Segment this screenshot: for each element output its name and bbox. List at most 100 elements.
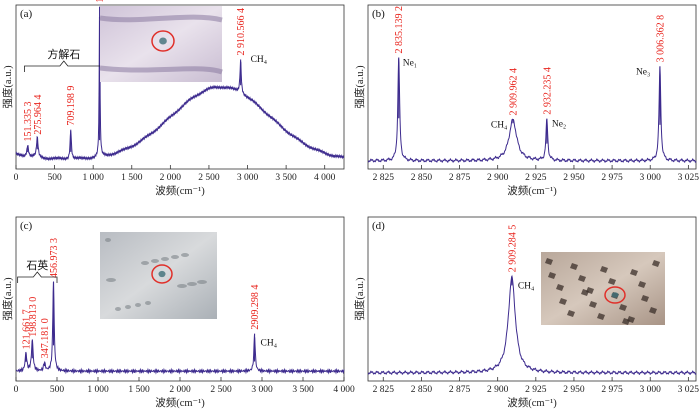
inclusion-spot — [135, 303, 141, 307]
micrograph — [100, 232, 217, 319]
highlight-circle — [604, 286, 626, 304]
x-tick-label: 2 825 — [373, 385, 395, 395]
peak-label: 1 083.086 1 — [95, 0, 106, 3]
inclusion-spot — [559, 298, 567, 305]
x-tick-label: 1 000 — [82, 173, 104, 183]
peak-tag: Ne₁ — [403, 58, 417, 68]
x-tick-label: 2 975 — [601, 385, 623, 395]
x-tick-label: 0 — [14, 385, 19, 395]
plot-frame — [367, 4, 697, 170]
inclusion-spot — [106, 278, 116, 282]
inclusion-spot — [548, 272, 556, 279]
x-tick-label: 2 925 — [525, 173, 547, 183]
peak-tag: Ne₃ — [636, 67, 650, 77]
inclusion-target — [158, 270, 166, 278]
peak-label: 2 909.962 4 — [508, 68, 519, 116]
peak-tag: Ne₂ — [552, 120, 566, 130]
panel-1: 2 825 2 850 2 875 2 900 2 925 2 950 2 975 3 000… — [353, 4, 700, 197]
x-tick-label: 2 500 — [210, 385, 232, 395]
mineral-label: 方解石 — [47, 47, 80, 61]
peak-label: 709.198 9 — [66, 86, 77, 126]
x-axis-title: 波频(cm⁻¹) — [155, 396, 205, 409]
inset-a — [99, 6, 223, 82]
peak-tag: CH₄ — [261, 339, 278, 349]
inclusion-spot — [171, 255, 179, 259]
inclusion-spot — [649, 307, 657, 314]
x-tick-label: 2 975 — [601, 173, 623, 183]
x-tick-label: 3 025 — [678, 173, 700, 183]
peak-label: 456.973 3 — [49, 238, 60, 278]
y-axis-title: 强度(a.u.) — [1, 277, 14, 321]
inclusion-spot — [641, 295, 649, 302]
x-tick-label: 3 000 — [640, 173, 662, 183]
peak-label: 275.964 4 — [33, 95, 44, 135]
panel-label: (c) — [20, 220, 33, 232]
y-axis-title: 强度(a.u.) — [353, 277, 366, 321]
mineral-band — [99, 14, 223, 23]
x-tick-label: 2 000 — [169, 385, 191, 395]
y-axis-title: 强度(a.u.) — [1, 65, 14, 109]
x-tick-label: 1 500 — [121, 173, 143, 183]
peak-label: 3 006.362 8 — [655, 15, 666, 63]
inclusion-spot — [608, 278, 616, 285]
x-axis-title: 波频(cm⁻¹) — [507, 396, 557, 409]
inclusion-spot — [638, 281, 646, 288]
highlight-circle — [151, 30, 175, 52]
y-axis-title: 强度(a.u.) — [353, 65, 366, 109]
mineral-bracket — [17, 271, 58, 283]
x-tick-label: 500 — [47, 173, 62, 183]
inclusion-target — [611, 292, 619, 298]
inclusion-spot — [145, 301, 151, 305]
x-tick-label: 3 025 — [678, 385, 700, 395]
inclusion-target — [159, 37, 167, 45]
inset-d — [541, 252, 665, 325]
inclusion-spot — [151, 259, 159, 263]
x-tick-label: 2 950 — [563, 385, 585, 395]
inclusion-spot — [630, 269, 638, 276]
peak-label: 2 910.566 4 — [236, 8, 247, 56]
inclusion-spot — [619, 304, 627, 311]
plot-frame — [15, 4, 345, 170]
inclusion-spot — [556, 284, 564, 291]
x-tick-label: 3 500 — [275, 173, 297, 183]
peak-label: 2909.298 4 — [250, 285, 261, 330]
x-axis-title: 波频(cm⁻¹) — [155, 184, 205, 197]
inclusion-spot — [589, 301, 597, 308]
inclusion-spot — [115, 307, 121, 311]
x-tick-label: 3 000 — [237, 173, 259, 183]
peak-label: 151.335 3 — [23, 102, 34, 142]
x-tick-label: 2 900 — [487, 385, 509, 395]
x-tick-label: 2 875 — [449, 385, 471, 395]
x-tick-label: 2 500 — [198, 173, 220, 183]
highlight-circle — [151, 264, 173, 284]
inclusion-spot — [187, 282, 197, 286]
peak-label: 2 835.139 2 — [394, 6, 405, 54]
inclusion-spot — [622, 318, 630, 325]
x-tick-label: 2 000 — [160, 173, 182, 183]
peak-tag: CH₄ — [251, 55, 268, 65]
x-tick-label: 500 — [50, 385, 65, 395]
spectrum-line — [15, 281, 345, 375]
x-tick-label: 4 000 — [314, 173, 336, 183]
x-tick-label: 2 875 — [449, 173, 471, 183]
peak-label: 2 932.235 4 — [542, 67, 553, 115]
inclusion-spot — [581, 289, 589, 296]
mineral-bracket — [24, 60, 104, 72]
x-tick-label: 4 000 — [333, 385, 355, 395]
plot-frame — [367, 216, 697, 382]
inclusion-spot — [600, 266, 608, 273]
inclusion-spot — [197, 280, 207, 284]
panel-3: 2 825 2 850 2 875 2 900 2 925 2 950 2 975 3 000… — [353, 216, 700, 409]
inclusion-spot — [570, 263, 578, 270]
x-tick-label: 3 500 — [292, 385, 314, 395]
x-axis-title: 波频(cm⁻¹) — [507, 184, 557, 197]
panel-2: 0 500 1 000 1 500 2 000 2 500 3 000 3 500 4 000 波… — [1, 216, 355, 409]
spectrum-line — [367, 58, 697, 163]
peak-label: 2 909.284 5 — [507, 225, 518, 273]
inclusion-spot — [578, 275, 586, 282]
x-tick-label: 2 825 — [373, 173, 395, 183]
x-tick-label: 2 950 — [563, 173, 585, 183]
x-tick-label: 0 — [14, 173, 19, 183]
panel-0: 0 500 1 000 1 500 2 000 2 500 3 000 3 500 4 000 波… — [1, 0, 345, 197]
